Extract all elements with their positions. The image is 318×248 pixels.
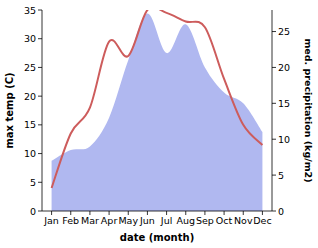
y2-tick bbox=[272, 103, 276, 104]
y-tick-label: 10 bbox=[24, 148, 36, 159]
x-tick-label: Apr bbox=[101, 215, 118, 226]
y2-axis bbox=[272, 10, 273, 211]
y-tick-label: 35 bbox=[24, 5, 36, 16]
precip-area bbox=[52, 14, 263, 211]
y-tick-label: 0 bbox=[30, 206, 36, 217]
y-tick-label: 25 bbox=[24, 62, 36, 73]
x-tick-label: Jun bbox=[139, 215, 155, 226]
y2-tick-label: 25 bbox=[278, 26, 290, 37]
y2-tick bbox=[272, 139, 276, 140]
y-axis-label: max temp (C) bbox=[4, 72, 15, 148]
y-tick bbox=[38, 182, 42, 183]
y-axis bbox=[42, 10, 43, 211]
temp-line bbox=[52, 10, 263, 188]
x-tick-label: Jan bbox=[43, 215, 59, 226]
x-axis-label: date (month) bbox=[120, 232, 194, 243]
x-axis bbox=[42, 211, 272, 212]
plot-area bbox=[52, 10, 263, 211]
x-tick-label: Feb bbox=[62, 215, 79, 226]
y-tick bbox=[38, 153, 42, 154]
x-tick-label: May bbox=[118, 215, 138, 226]
x-tick-label: Aug bbox=[176, 215, 195, 226]
y-tick-label: 5 bbox=[30, 177, 36, 188]
y-tick bbox=[38, 38, 42, 39]
y2-tick-label: 20 bbox=[278, 62, 290, 73]
y-tick bbox=[38, 67, 42, 68]
y-tick-label: 20 bbox=[24, 91, 36, 102]
y2-tick bbox=[272, 211, 276, 212]
y2-axis-label: med. precipitation (kg/m2) bbox=[303, 38, 314, 182]
y-tick bbox=[38, 211, 42, 212]
x-tick-label: Jul bbox=[160, 215, 172, 226]
y2-tick-label: 0 bbox=[278, 206, 284, 217]
x-tick-label: Oct bbox=[216, 215, 233, 226]
y2-tick-label: 10 bbox=[278, 134, 290, 145]
y2-tick-label: 15 bbox=[278, 98, 290, 109]
x-tick-label: Sep bbox=[196, 215, 214, 226]
y-tick-label: 30 bbox=[24, 33, 36, 44]
x-tick-label: Mar bbox=[81, 215, 99, 226]
x-tick-label: Dec bbox=[253, 215, 271, 226]
chart: 051015202530350510152025JanFebMarAprMayJ… bbox=[0, 0, 318, 248]
y-tick bbox=[38, 124, 42, 125]
y2-tick bbox=[272, 175, 276, 176]
y2-tick bbox=[272, 67, 276, 68]
y-tick bbox=[38, 10, 42, 11]
y-tick bbox=[38, 96, 42, 97]
y2-tick-label: 5 bbox=[278, 170, 284, 181]
x-tick-label: Nov bbox=[234, 215, 253, 226]
y2-tick bbox=[272, 31, 276, 32]
y-tick-label: 15 bbox=[24, 119, 36, 130]
